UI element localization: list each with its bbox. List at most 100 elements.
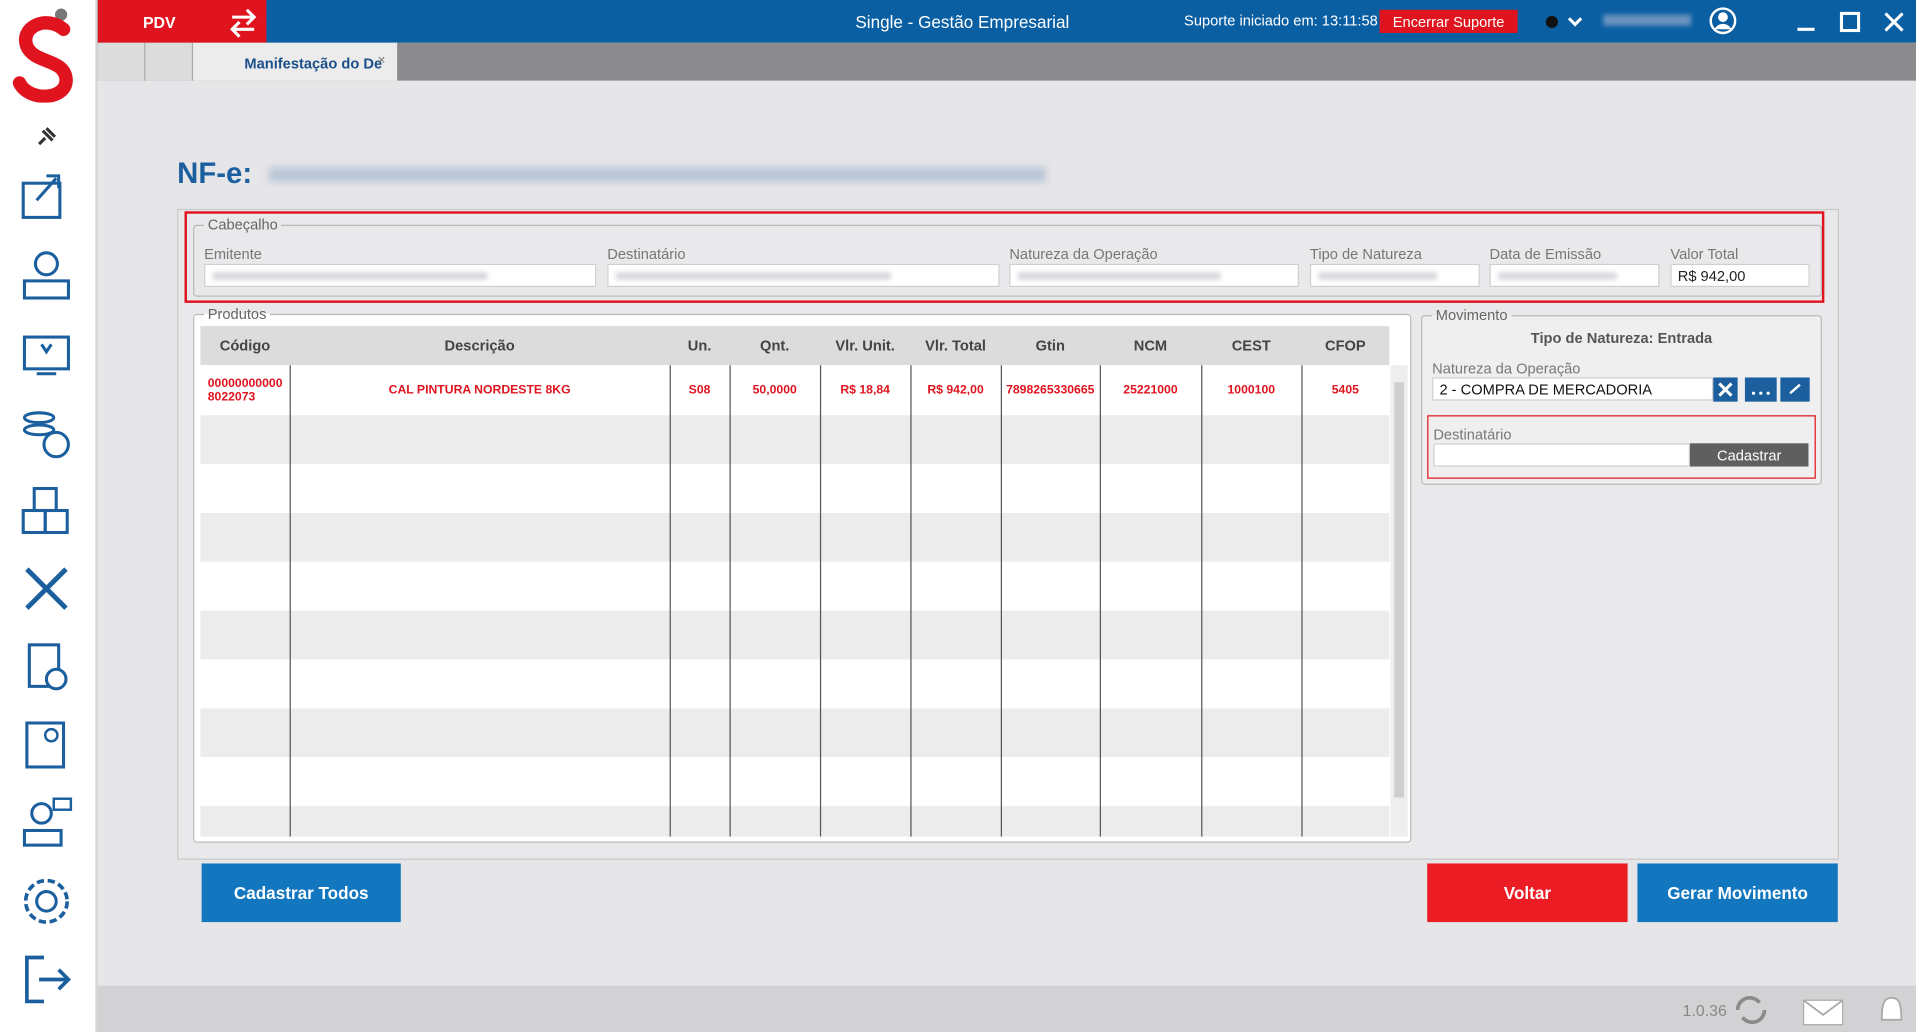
- column-header: Vlr. Unit.: [835, 337, 895, 355]
- field-label: Natureza da Operação: [1009, 245, 1158, 263]
- redacted-value: [1498, 272, 1617, 280]
- redacted-value: [615, 272, 891, 280]
- table-cell[interactable]: 50,0000: [752, 383, 797, 397]
- column-divider: [729, 365, 731, 837]
- theme-icon[interactable]: [1540, 10, 1584, 34]
- nfe-key-redacted: [268, 167, 1046, 182]
- destinatario-input[interactable]: [1433, 443, 1690, 467]
- menu-icon[interactable]: [20, 327, 74, 381]
- natureza-actions[interactable]: [1713, 377, 1811, 402]
- highlight-box: [1427, 415, 1816, 479]
- cabecalho-group: Cabeçalho: [193, 216, 1822, 297]
- user-name-redacted: [1603, 14, 1692, 26]
- group-legend: Movimento: [1435, 306, 1508, 324]
- sidebar: [0, 0, 98, 1032]
- table-row: [200, 464, 1390, 513]
- menu-icon[interactable]: [20, 484, 74, 538]
- status-icons[interactable]: [1733, 993, 1916, 1027]
- menu-icon[interactable]: [20, 249, 74, 303]
- active-tab[interactable]: Manifestação do De ×: [193, 42, 398, 81]
- version: 1.0.36: [1682, 1001, 1727, 1020]
- field-input[interactable]: [204, 263, 597, 288]
- pin-icon[interactable]: [34, 125, 58, 149]
- column-header: Vlr. Total: [925, 337, 986, 355]
- status-bar: 1.0.36: [97, 985, 1916, 1032]
- menu-icon[interactable]: [20, 562, 74, 616]
- table-cell[interactable]: R$ 18,84: [840, 383, 890, 397]
- table-cell[interactable]: 7898265330665: [1006, 383, 1095, 397]
- logout-icon[interactable]: [20, 953, 74, 1007]
- redacted-value: [212, 272, 488, 280]
- column-header: CEST: [1231, 337, 1271, 355]
- table-cell[interactable]: 000000000008022073: [207, 376, 283, 404]
- column-header: CFOP: [1324, 337, 1366, 355]
- field-input[interactable]: [1489, 263, 1660, 288]
- field-input[interactable]: [1309, 263, 1480, 288]
- swap-icon: [230, 8, 257, 38]
- tab-bar: Manifestação do De ×: [97, 42, 1916, 81]
- field-label: Emitente: [204, 245, 262, 263]
- natureza-input[interactable]: 2 - COMPRA DE MERCADORIA: [1432, 377, 1714, 401]
- menu-icon[interactable]: [20, 796, 74, 850]
- window-controls[interactable]: [1790, 10, 1912, 34]
- group-legend: Produtos: [207, 305, 267, 323]
- gerar-movimento-button[interactable]: Gerar Movimento: [1637, 863, 1838, 923]
- column-header: NCM: [1133, 337, 1168, 355]
- support-status: Suporte iniciado em: 13:11:58: [1184, 12, 1378, 30]
- field-input[interactable]: [1009, 263, 1299, 288]
- tipo-natureza: Tipo de Natureza: Entrada: [1530, 329, 1713, 347]
- field-input[interactable]: [607, 263, 1000, 288]
- pdv-label: PDV: [142, 13, 176, 32]
- column-header: Qnt.: [760, 337, 790, 355]
- table-row: [200, 512, 1390, 562]
- redacted-value: [1318, 272, 1438, 280]
- tab-close[interactable]: ×: [377, 53, 386, 69]
- table-cell[interactable]: 1000100: [1227, 383, 1276, 397]
- table-row: [200, 757, 1390, 807]
- end-support-button[interactable]: Encerrar Suporte: [1379, 9, 1518, 33]
- field-label: Data de Emissão: [1489, 245, 1602, 263]
- field-label: Destinatário: [607, 245, 686, 263]
- column-header: Código: [219, 337, 271, 355]
- field-label: Natureza da Operação: [1432, 360, 1581, 378]
- column-divider: [1201, 365, 1203, 837]
- menu-icon[interactable]: [20, 169, 74, 223]
- table-cell[interactable]: R$ 942,00: [927, 383, 984, 397]
- field-input[interactable]: R$ 942,00: [1670, 263, 1810, 288]
- field-label: Tipo de Natureza: [1309, 245, 1422, 263]
- table-row: [200, 806, 1390, 837]
- table-row: [200, 610, 1390, 660]
- field-label: Destinatário: [1433, 426, 1512, 444]
- tab[interactable]: [145, 42, 194, 81]
- cadastrar-button[interactable]: Cadastrar: [1689, 443, 1809, 467]
- table-cell[interactable]: CAL PINTURA NORDESTE 8KG: [388, 383, 571, 397]
- table-header: [200, 326, 1390, 366]
- scroll-thumb[interactable]: [1394, 382, 1405, 798]
- group-legend: Cabeçalho: [207, 216, 278, 234]
- scrollbar[interactable]: [1390, 365, 1408, 837]
- highlight-box: [184, 211, 1825, 303]
- user-icon[interactable]: [1708, 6, 1737, 35]
- table-cell[interactable]: S08: [688, 383, 711, 397]
- pdv-tab[interactable]: PDV: [97, 0, 267, 43]
- table-row: [200, 561, 1390, 611]
- menu-icon[interactable]: [20, 874, 74, 928]
- tab[interactable]: [97, 42, 146, 81]
- cadastrar-todos-button[interactable]: Cadastrar Todos: [201, 863, 401, 923]
- column-header: Un.: [687, 337, 712, 355]
- menu-icon[interactable]: [20, 408, 74, 462]
- column-divider: [1099, 365, 1101, 837]
- top-bar: PDV Single - Gestão Empresarial Suporte …: [97, 0, 1916, 43]
- column-divider: [910, 365, 912, 837]
- menu-icon[interactable]: [20, 718, 74, 772]
- menu-icon[interactable]: [20, 640, 74, 694]
- field-label: Valor Total: [1670, 245, 1739, 263]
- logo: [12, 8, 73, 103]
- table-cell[interactable]: 25221000: [1123, 383, 1178, 397]
- tab-label: Manifestação do De: [244, 54, 383, 73]
- voltar-button[interactable]: Voltar: [1427, 863, 1628, 923]
- table-cell[interactable]: 5405: [1331, 383, 1359, 397]
- column-divider: [1301, 365, 1303, 837]
